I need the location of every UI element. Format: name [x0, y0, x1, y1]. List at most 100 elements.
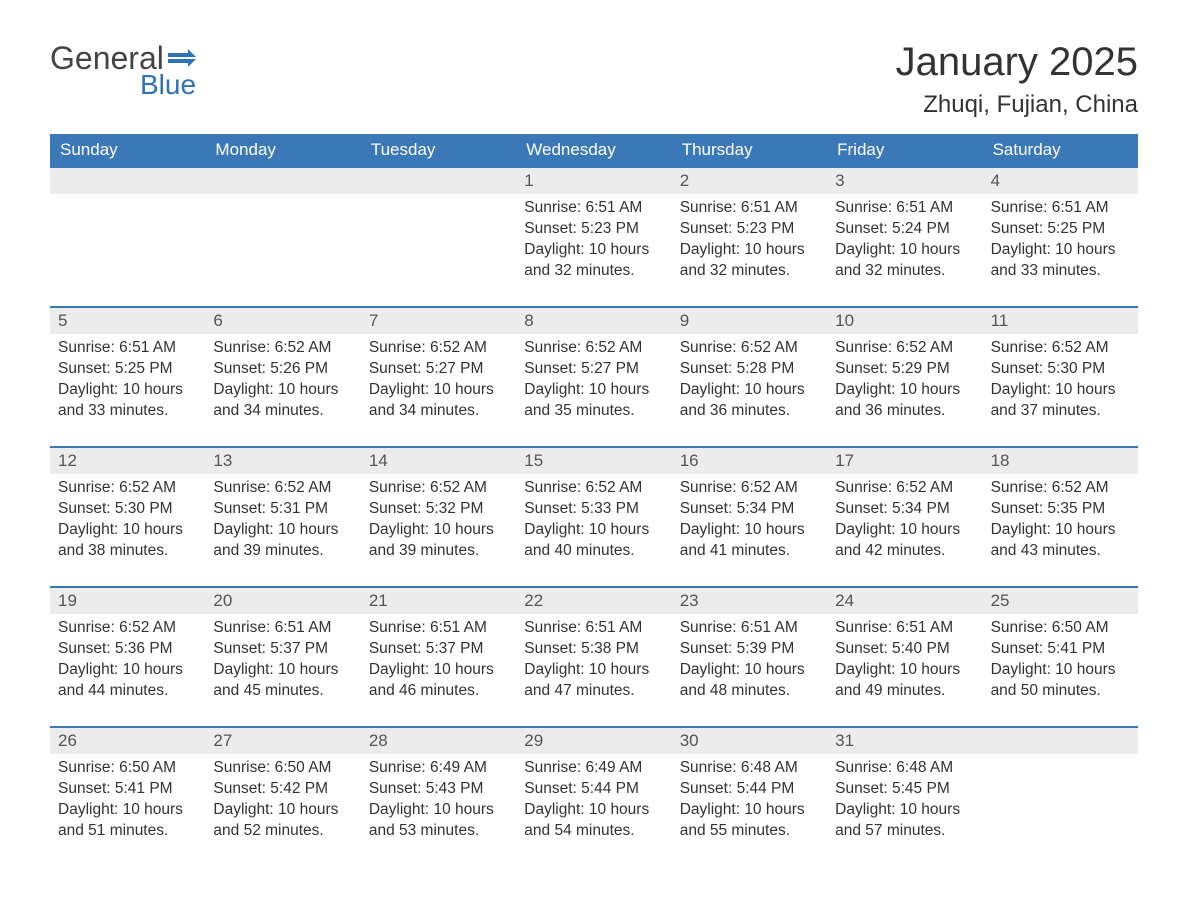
day-number [983, 728, 1138, 754]
day-number: 24 [827, 588, 982, 614]
day-cell: 21Sunrise: 6:51 AMSunset: 5:37 PMDayligh… [361, 588, 516, 726]
day-number: 7 [361, 308, 516, 334]
daylight-line: Daylight: 10 hours and 36 minutes. [680, 380, 819, 422]
sunrise-line: Sunrise: 6:52 AM [369, 478, 508, 499]
week-row: 12Sunrise: 6:52 AMSunset: 5:30 PMDayligh… [50, 446, 1138, 586]
day-cell: 24Sunrise: 6:51 AMSunset: 5:40 PMDayligh… [827, 588, 982, 726]
header: General Blue January 2025 Zhuqi, Fujian,… [50, 40, 1138, 119]
daylight-line: Daylight: 10 hours and 37 minutes. [991, 380, 1130, 422]
sunset-line: Sunset: 5:25 PM [991, 219, 1130, 240]
day-number [205, 168, 360, 194]
day-cell: 27Sunrise: 6:50 AMSunset: 5:42 PMDayligh… [205, 728, 360, 866]
day-number: 15 [516, 448, 671, 474]
daylight-line: Daylight: 10 hours and 32 minutes. [524, 240, 663, 282]
day-cell [50, 168, 205, 306]
daylight-line: Daylight: 10 hours and 53 minutes. [369, 800, 508, 842]
daylight-line: Daylight: 10 hours and 32 minutes. [680, 240, 819, 282]
daylight-line: Daylight: 10 hours and 48 minutes. [680, 660, 819, 702]
daylight-line: Daylight: 10 hours and 35 minutes. [524, 380, 663, 422]
day-cell: 12Sunrise: 6:52 AMSunset: 5:30 PMDayligh… [50, 448, 205, 586]
day-number: 17 [827, 448, 982, 474]
sunset-line: Sunset: 5:35 PM [991, 499, 1130, 520]
day-number: 19 [50, 588, 205, 614]
day-cell: 17Sunrise: 6:52 AMSunset: 5:34 PMDayligh… [827, 448, 982, 586]
day-number: 18 [983, 448, 1138, 474]
daylight-line: Daylight: 10 hours and 36 minutes. [835, 380, 974, 422]
sunrise-line: Sunrise: 6:52 AM [835, 338, 974, 359]
sunrise-line: Sunrise: 6:49 AM [369, 758, 508, 779]
daylight-line: Daylight: 10 hours and 39 minutes. [369, 520, 508, 562]
sunrise-line: Sunrise: 6:51 AM [369, 618, 508, 639]
day-cell: 5Sunrise: 6:51 AMSunset: 5:25 PMDaylight… [50, 308, 205, 446]
day-cell: 3Sunrise: 6:51 AMSunset: 5:24 PMDaylight… [827, 168, 982, 306]
daylight-line: Daylight: 10 hours and 50 minutes. [991, 660, 1130, 702]
sunrise-line: Sunrise: 6:51 AM [213, 618, 352, 639]
day-number: 9 [672, 308, 827, 334]
sunset-line: Sunset: 5:41 PM [991, 639, 1130, 660]
day-cell: 31Sunrise: 6:48 AMSunset: 5:45 PMDayligh… [827, 728, 982, 866]
dow-cell: Sunday [50, 134, 205, 166]
flag-icon [168, 49, 196, 69]
sunset-line: Sunset: 5:44 PM [524, 779, 663, 800]
day-cell: 25Sunrise: 6:50 AMSunset: 5:41 PMDayligh… [983, 588, 1138, 726]
dow-cell: Tuesday [361, 134, 516, 166]
day-cell: 29Sunrise: 6:49 AMSunset: 5:44 PMDayligh… [516, 728, 671, 866]
sunrise-line: Sunrise: 6:51 AM [58, 338, 197, 359]
day-number: 6 [205, 308, 360, 334]
day-number: 29 [516, 728, 671, 754]
sunrise-line: Sunrise: 6:52 AM [991, 478, 1130, 499]
week-row: 1Sunrise: 6:51 AMSunset: 5:23 PMDaylight… [50, 166, 1138, 306]
day-cell: 9 Sunrise: 6:52 AMSunset: 5:28 PMDaylight… [672, 308, 827, 446]
daylight-line: Daylight: 10 hours and 34 minutes. [369, 380, 508, 422]
day-number: 16 [672, 448, 827, 474]
sunset-line: Sunset: 5:33 PM [524, 499, 663, 520]
sunrise-line: Sunrise: 6:50 AM [991, 618, 1130, 639]
day-number: 21 [361, 588, 516, 614]
day-number: 11 [983, 308, 1138, 334]
sunrise-line: Sunrise: 6:50 AM [213, 758, 352, 779]
day-cell: 6Sunrise: 6:52 AMSunset: 5:26 PMDaylight… [205, 308, 360, 446]
sunrise-line: Sunrise: 6:52 AM [58, 618, 197, 639]
sunrise-line: Sunrise: 6:51 AM [680, 618, 819, 639]
sunset-line: Sunset: 5:34 PM [835, 499, 974, 520]
month-title: January 2025 [896, 40, 1138, 85]
sunset-line: Sunset: 5:37 PM [213, 639, 352, 660]
sunrise-line: Sunrise: 6:51 AM [835, 618, 974, 639]
daylight-line: Daylight: 10 hours and 54 minutes. [524, 800, 663, 842]
day-cell: 20 Sunrise: 6:51 AMSunset: 5:37 PMDayligh… [205, 588, 360, 726]
sunrise-line: Sunrise: 6:51 AM [524, 198, 663, 219]
sunset-line: Sunset: 5:26 PM [213, 359, 352, 380]
day-cell: 14Sunrise: 6:52 AMSunset: 5:32 PMDayligh… [361, 448, 516, 586]
day-cell: 7Sunrise: 6:52 AMSunset: 5:27 PMDaylight… [361, 308, 516, 446]
daylight-line: Daylight: 10 hours and 49 minutes. [835, 660, 974, 702]
daylight-line: Daylight: 10 hours and 39 minutes. [213, 520, 352, 562]
sunset-line: Sunset: 5:43 PM [369, 779, 508, 800]
daylight-line: Daylight: 10 hours and 46 minutes. [369, 660, 508, 702]
sunset-line: Sunset: 5:36 PM [58, 639, 197, 660]
sunset-line: Sunset: 5:29 PM [835, 359, 974, 380]
weeks-container: 1Sunrise: 6:51 AMSunset: 5:23 PMDaylight… [50, 166, 1138, 866]
logo-text-blue: Blue [140, 69, 196, 101]
daylight-line: Daylight: 10 hours and 42 minutes. [835, 520, 974, 562]
week-row: 26Sunrise: 6:50 AMSunset: 5:41 PMDayligh… [50, 726, 1138, 866]
sunrise-line: Sunrise: 6:48 AM [835, 758, 974, 779]
day-number: 12 [50, 448, 205, 474]
day-number: 13 [205, 448, 360, 474]
daylight-line: Daylight: 10 hours and 47 minutes. [524, 660, 663, 702]
day-number: 14 [361, 448, 516, 474]
day-cell: 1Sunrise: 6:51 AMSunset: 5:23 PMDaylight… [516, 168, 671, 306]
sunset-line: Sunset: 5:27 PM [369, 359, 508, 380]
sunrise-line: Sunrise: 6:52 AM [213, 338, 352, 359]
day-cell: 28Sunrise: 6:49 AMSunset: 5:43 PMDayligh… [361, 728, 516, 866]
day-number: 8 [516, 308, 671, 334]
daylight-line: Daylight: 10 hours and 38 minutes. [58, 520, 197, 562]
day-cell: 13Sunrise: 6:52 AMSunset: 5:31 PMDayligh… [205, 448, 360, 586]
day-number: 22 [516, 588, 671, 614]
day-number: 2 [672, 168, 827, 194]
day-number: 20 [205, 588, 360, 614]
sunset-line: Sunset: 5:24 PM [835, 219, 974, 240]
sunset-line: Sunset: 5:28 PM [680, 359, 819, 380]
sunrise-line: Sunrise: 6:52 AM [680, 338, 819, 359]
day-cell: 2Sunrise: 6:51 AMSunset: 5:23 PMDaylight… [672, 168, 827, 306]
daylight-line: Daylight: 10 hours and 45 minutes. [213, 660, 352, 702]
